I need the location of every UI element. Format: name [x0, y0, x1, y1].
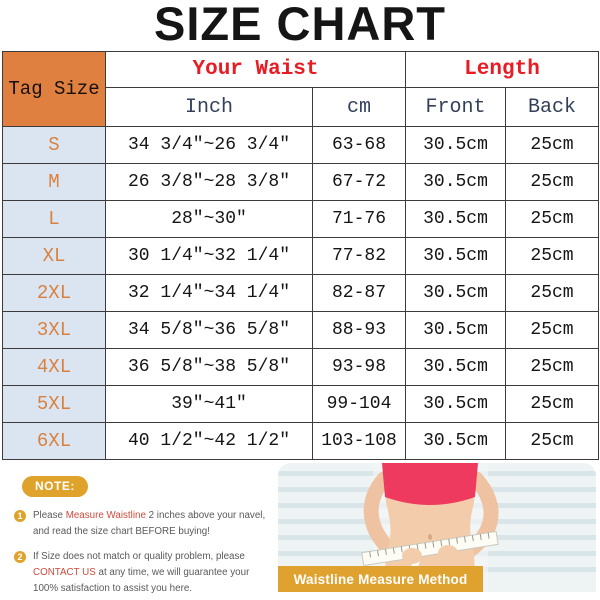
table-row: L 28″~30″ 71-76 30.5cm 25cm: [2, 200, 599, 238]
table-row: XL 30 1/4″~32 1/4″ 77-82 30.5cm 25cm: [2, 237, 599, 275]
size-cell: 2XL: [2, 274, 106, 312]
length-header: Length: [405, 51, 599, 88]
length-back-cell: 25cm: [505, 274, 599, 312]
waist-cm-cell: 103-108: [312, 422, 406, 460]
note-text-1: Please Measure Waistline 2 inches above …: [33, 510, 266, 537]
length-front-cell: 30.5cm: [405, 274, 506, 312]
waist-inch-cell: 32 1/4″~34 1/4″: [105, 274, 313, 312]
table-row: 6XL 40 1/2″~42 1/2″ 103-108 30.5cm 25cm: [2, 422, 599, 460]
cm-header: cm: [312, 87, 406, 127]
page-title: SIZE CHART: [154, 0, 446, 50]
note-badge: NOTE:: [22, 476, 88, 497]
length-front-cell: 30.5cm: [405, 311, 506, 349]
table-row: 2XL 32 1/4″~34 1/4″ 82-87 30.5cm 25cm: [2, 274, 599, 312]
waist-cm-cell: 88-93: [312, 311, 406, 349]
waist-inch-cell: 34 5/8″~36 5/8″: [105, 311, 313, 349]
waist-cm-cell: 82-87: [312, 274, 406, 312]
length-front-cell: 30.5cm: [405, 237, 506, 275]
length-back-cell: 25cm: [505, 163, 599, 201]
waist-inch-cell: 40 1/2″~42 1/2″: [105, 422, 313, 460]
waist-inch-cell: 26 3/8″~28 3/8″: [105, 163, 313, 201]
size-cell: 6XL: [2, 422, 106, 460]
length-back-cell: 25cm: [505, 348, 599, 386]
table-row: 3XL 34 5/8″~36 5/8″ 88-93 30.5cm 25cm: [2, 311, 599, 349]
photo-caption-banner: Waistline Measure Method: [278, 566, 483, 592]
table-row: 5XL 39″~41″ 99-104 30.5cm 25cm: [2, 385, 599, 423]
inch-header: Inch: [105, 87, 313, 127]
waist-inch-cell: 39″~41″: [105, 385, 313, 423]
length-back-cell: 25cm: [505, 237, 599, 275]
length-back-cell: 25cm: [505, 200, 599, 238]
length-back-cell: 25cm: [505, 311, 599, 349]
note-number-2-icon: 2: [14, 551, 26, 563]
waist-inch-cell: 34 3/4″~26 3/4″: [105, 126, 313, 164]
length-front-cell: 30.5cm: [405, 200, 506, 238]
size-cell: L: [2, 200, 106, 238]
waistline-measure-photo: Waistline Measure Method: [278, 463, 596, 592]
length-front-cell: 30.5cm: [405, 348, 506, 386]
waist-cm-cell: 67-72: [312, 163, 406, 201]
table-row: 4XL 36 5/8″~38 5/8″ 93-98 30.5cm 25cm: [2, 348, 599, 386]
table-row: M 26 3/8″~28 3/8″ 67-72 30.5cm 25cm: [2, 163, 599, 201]
length-back-cell: 25cm: [505, 422, 599, 460]
table-header-row-groups: Tag Size Your Waist Length: [2, 51, 599, 127]
length-front-cell: 30.5cm: [405, 126, 506, 164]
length-front-cell: 30.5cm: [405, 422, 506, 460]
waist-cm-cell: 93-98: [312, 348, 406, 386]
waist-inch-cell: 36 5/8″~38 5/8″: [105, 348, 313, 386]
waist-inch-cell: 28″~30″: [105, 200, 313, 238]
note-item-1: 1 Please Measure Waistline 2 inches abov…: [14, 508, 270, 540]
note-number-1-icon: 1: [14, 510, 26, 522]
waist-cm-cell: 99-104: [312, 385, 406, 423]
contact-us-highlight: CONTACT US: [33, 567, 96, 578]
tag-size-header: Tag Size: [2, 51, 106, 127]
length-back-cell: 25cm: [505, 126, 599, 164]
note-text-2: If Size does not match or quality proble…: [33, 551, 250, 594]
length-back-cell: 25cm: [505, 385, 599, 423]
size-table: Tag Size Your Waist Length Inch cm Front…: [2, 51, 599, 460]
back-header: Back: [505, 87, 599, 127]
waist-cm-cell: 71-76: [312, 200, 406, 238]
waist-cm-cell: 77-82: [312, 237, 406, 275]
size-cell: 4XL: [2, 348, 106, 386]
front-header: Front: [405, 87, 506, 127]
size-cell: S: [2, 126, 106, 164]
your-waist-header: Your Waist: [105, 51, 406, 88]
table-row: S 34 3/4″~26 3/4″ 63-68 30.5cm 25cm: [2, 126, 599, 164]
size-cell: XL: [2, 237, 106, 275]
size-cell: 5XL: [2, 385, 106, 423]
note-item-2: 2 If Size does not match or quality prob…: [14, 549, 270, 597]
length-front-cell: 30.5cm: [405, 163, 506, 201]
size-cell: M: [2, 163, 106, 201]
waist-cm-cell: 63-68: [312, 126, 406, 164]
length-front-cell: 30.5cm: [405, 385, 506, 423]
size-cell: 3XL: [2, 311, 106, 349]
waist-inch-cell: 30 1/4″~32 1/4″: [105, 237, 313, 275]
size-table-body: S 34 3/4″~26 3/4″ 63-68 30.5cm 25cm M 26 3/8″~…: [2, 126, 599, 460]
measure-waistline-highlight: Measure Waistline: [65, 510, 146, 521]
table-header-row-units: Inch cm Front Back: [3, 87, 599, 127]
